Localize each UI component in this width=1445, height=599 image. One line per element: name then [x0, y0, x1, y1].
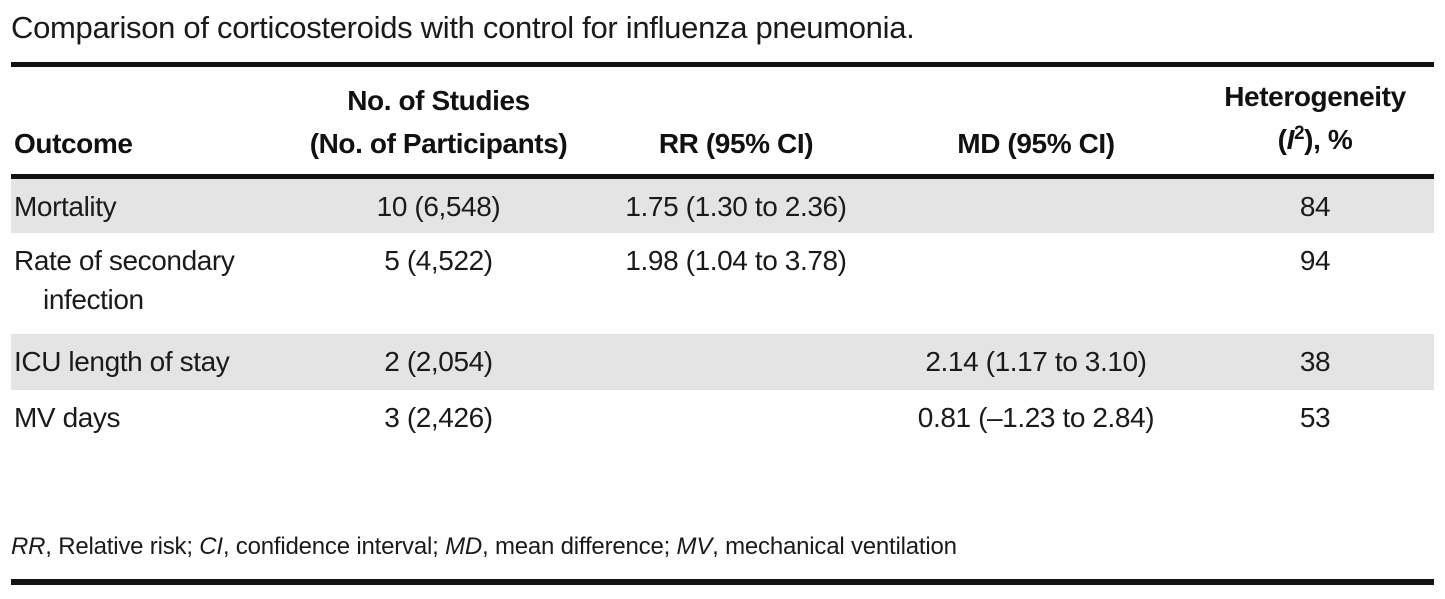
md-cell [876, 233, 1196, 334]
heterogeneity-cell: 53 [1299, 401, 1331, 433]
table-row-mortality: Mortality 10 (6,548) 1.75 (1.30 to 2.36)… [11, 176, 1434, 233]
results-table: Outcome No. of Studies (No. of Participa… [11, 62, 1434, 445]
i-squared-symbol: I [1286, 124, 1295, 155]
table-body: Mortality 10 (6,548) 1.75 (1.30 to 2.36)… [11, 176, 1434, 445]
studies-cell: 10 (6,548) [376, 191, 501, 222]
studies-cell: 5 (4,522) [384, 244, 493, 276]
outcome-cell: MV days [14, 401, 121, 433]
column-header-rr: RR (95% CI) [596, 64, 876, 179]
abbreviations-footnote: RR, Relative risk; CI, confidence interv… [11, 532, 957, 560]
heterogeneity-cell: 94 [1299, 244, 1331, 276]
md-cell: 0.81 (–1.23 to 2.84) [917, 401, 1155, 433]
heterogeneity-header-line2: (I2), % [1277, 123, 1353, 155]
table-row-mv-days: MV days 3 (2,426) 0.81 (–1.23 to 2.84) 5… [11, 390, 1434, 445]
column-header-studies: No. of Studies (No. of Participants) [281, 64, 596, 179]
table-title: Comparison of corticosteroids with contr… [11, 10, 915, 45]
outcome-cell: ICU length of stay [14, 345, 230, 377]
bottom-rule [11, 578, 1434, 585]
abbr-definition: mechanical ventilation [725, 532, 957, 560]
studies-cell: 3 (2,426) [384, 401, 493, 433]
table-row-icu-length-of-stay: ICU length of stay 2 (2,054) 2.14 (1.17 … [11, 333, 1434, 390]
abbr: RR [11, 532, 46, 560]
heterogeneity-cell: 84 [1299, 191, 1331, 222]
abbr: CI [199, 532, 223, 560]
md-cell [876, 177, 1196, 233]
studies-cell: 2 (2,054) [384, 345, 493, 377]
column-header-heterogeneity: Heterogeneity (I2), % [1196, 64, 1434, 179]
rr-cell [596, 390, 876, 445]
table-row-secondary-infection: Rate of secondary infection 5 (4,522) 1.… [11, 233, 1434, 334]
header-row: Outcome No. of Studies (No. of Participa… [11, 64, 1434, 179]
heterogeneity-cell: 38 [1299, 345, 1331, 377]
abbr-definition: mean difference [494, 532, 664, 560]
md-cell: 2.14 (1.17 to 3.10) [925, 345, 1147, 377]
studies-header-line1: No. of Studies [347, 85, 530, 116]
abbr: MD [445, 532, 482, 560]
rr-cell: 1.98 (1.04 to 3.78) [625, 244, 847, 276]
column-header-outcome: Outcome [11, 64, 281, 179]
rr-cell [596, 334, 876, 390]
rr-cell: 1.75 (1.30 to 2.36) [625, 191, 847, 222]
outcome-cell: Mortality [14, 191, 117, 222]
abbr: MV [676, 532, 713, 560]
outcome-cell: Rate of secondary infection [14, 244, 235, 315]
abbr-definition: Relative risk [58, 532, 187, 560]
table-footnote-gap [11, 445, 1434, 533]
heterogeneity-header-line1: Heterogeneity [1224, 81, 1406, 112]
abbr-definition: confidence interval [235, 532, 433, 560]
table-header: Outcome No. of Studies (No. of Participa… [11, 64, 1434, 179]
i-squared-superscript: 2 [1293, 123, 1305, 144]
studies-header-line2: (No. of Participants) [309, 128, 568, 159]
column-header-md: MD (95% CI) [876, 64, 1196, 179]
